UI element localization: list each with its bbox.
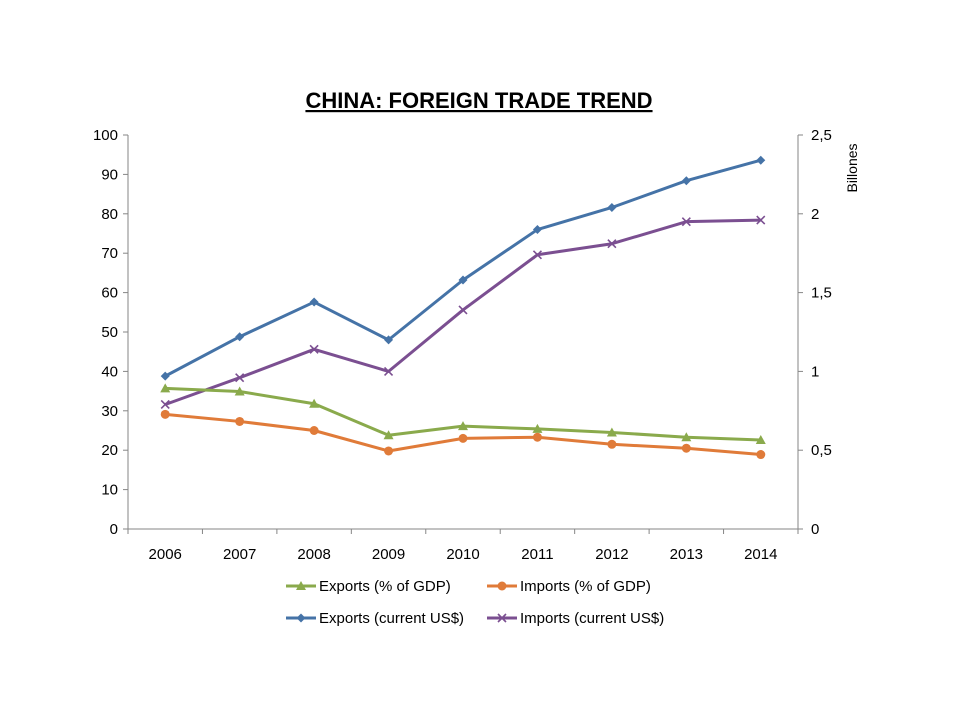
data-point bbox=[384, 335, 394, 345]
data-point bbox=[458, 275, 468, 285]
data-point bbox=[607, 439, 617, 449]
y-left-tick-label: 0 bbox=[110, 521, 118, 538]
data-point bbox=[681, 217, 691, 227]
y-right-tick-label: 0,5 bbox=[811, 442, 832, 459]
series-line bbox=[164, 218, 761, 406]
data-point bbox=[681, 176, 691, 186]
x-tick-label: 2008 bbox=[297, 546, 330, 563]
x-tick-label: 2013 bbox=[670, 546, 703, 563]
series-line bbox=[165, 386, 761, 442]
legend-label: Imports (% of GDP) bbox=[520, 578, 651, 595]
axes: 0 10 20 30 40 50 60 70 80 90 100 0 0,5 1 1,5 2 2,5 Billon… bbox=[93, 127, 860, 563]
data-point bbox=[756, 215, 766, 225]
y-right-axis-label: Billones bbox=[844, 143, 860, 192]
data-point bbox=[756, 155, 766, 165]
data-point bbox=[458, 305, 468, 315]
data-point bbox=[755, 434, 766, 444]
y-right-tick-label: 2 bbox=[811, 206, 819, 223]
series-layer bbox=[160, 155, 766, 460]
series-line bbox=[164, 158, 762, 378]
x-tick-label: 2006 bbox=[149, 546, 182, 563]
data-point bbox=[532, 225, 542, 235]
legend-swatch-marker bbox=[497, 581, 507, 591]
data-point bbox=[160, 399, 170, 410]
data-point bbox=[235, 416, 245, 426]
x-tick-label: 2011 bbox=[521, 546, 553, 563]
y-left-tick-label: 100 bbox=[93, 127, 118, 144]
legend-swatch-marker bbox=[497, 613, 507, 623]
y-right-tick-label: 1,5 bbox=[811, 285, 832, 302]
y-right-tick-label: 1 bbox=[811, 363, 819, 380]
data-point bbox=[234, 386, 245, 396]
data-point bbox=[458, 421, 468, 431]
y-left-tick-label: 50 bbox=[101, 324, 118, 341]
legend-label: Exports (current US$) bbox=[319, 610, 464, 627]
y-left-tick-label: 30 bbox=[101, 403, 118, 420]
data-point bbox=[160, 383, 171, 393]
data-point bbox=[607, 239, 617, 249]
data-point bbox=[160, 409, 170, 419]
data-point bbox=[756, 450, 766, 460]
y-left-tick-label: 80 bbox=[101, 206, 118, 223]
data-point bbox=[309, 297, 319, 307]
y-right-tick-label: 2,5 bbox=[811, 127, 832, 144]
data-point bbox=[309, 426, 319, 435]
y-left-tick-label: 90 bbox=[101, 166, 118, 183]
data-point bbox=[532, 423, 543, 433]
data-point bbox=[606, 427, 617, 437]
legend-label: Exports (% of GDP) bbox=[319, 578, 451, 595]
legend-swatch-marker bbox=[296, 581, 306, 590]
y-left-tick-label: 70 bbox=[101, 245, 118, 262]
data-point bbox=[607, 202, 617, 212]
data-point bbox=[160, 371, 170, 381]
data-point bbox=[532, 250, 543, 260]
x-tick-label: 2010 bbox=[446, 546, 479, 563]
y-left-tick-label: 10 bbox=[101, 482, 118, 499]
data-point bbox=[309, 344, 319, 354]
data-point bbox=[681, 443, 691, 453]
legend: Exports (% of GDP) Imports (% of GDP) Expo… bbox=[286, 578, 664, 627]
data-point bbox=[235, 332, 245, 342]
legend-swatch-marker bbox=[296, 613, 306, 623]
data-point bbox=[384, 446, 394, 456]
y-left-tick-label: 60 bbox=[101, 285, 118, 302]
x-tick-label: 2014 bbox=[744, 546, 777, 563]
chart-title: CHINA: FOREIGN TRADE TREND bbox=[305, 88, 652, 113]
legend-label: Imports (current US$) bbox=[520, 610, 664, 627]
data-point bbox=[383, 430, 394, 440]
data-point bbox=[532, 432, 542, 442]
x-tick-label: 2009 bbox=[372, 546, 405, 563]
y-left-tick-label: 20 bbox=[101, 442, 118, 459]
y-left-tick-label: 40 bbox=[101, 363, 118, 380]
data-point bbox=[681, 432, 692, 442]
x-tick-label: 2012 bbox=[595, 546, 628, 563]
data-point bbox=[383, 366, 394, 376]
y-right-tick-label: 0 bbox=[811, 521, 819, 538]
data-point bbox=[309, 398, 320, 408]
data-point bbox=[235, 373, 245, 383]
x-tick-label: 2007 bbox=[223, 546, 256, 563]
data-point bbox=[458, 433, 468, 443]
